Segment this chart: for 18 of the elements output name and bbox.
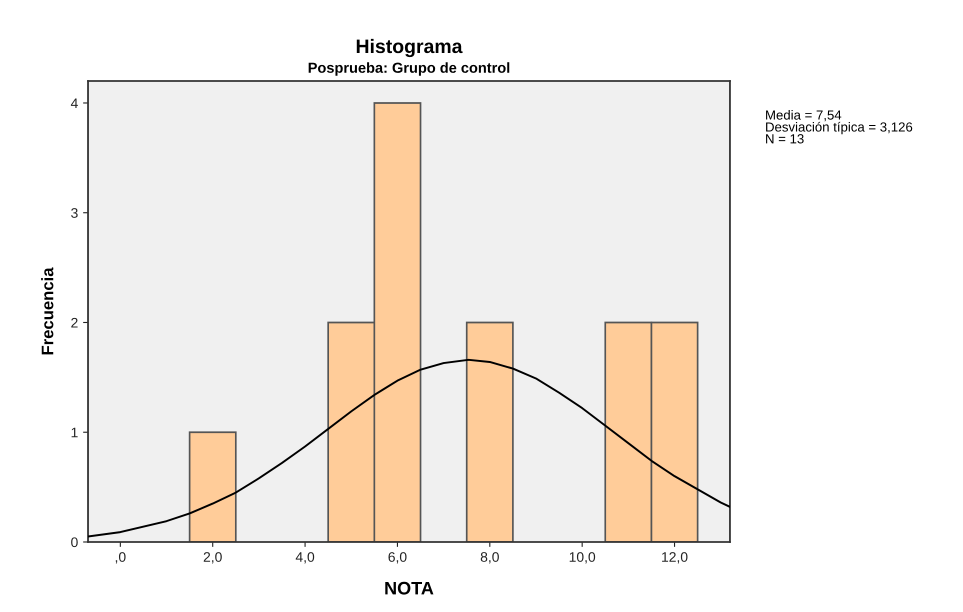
y-tick-label: 3: [71, 208, 78, 218]
x-tick-label: 2,0: [204, 552, 222, 564]
y-tick-label: 2: [71, 318, 78, 328]
y-tick-label: 4: [70, 98, 78, 108]
x-axis-title: NOTA: [385, 582, 434, 595]
x-tick-label: ,0: [116, 552, 126, 564]
x-tick-label: 6,0: [388, 552, 407, 564]
line-series: [88, 358, 730, 538]
x-tick-label: 8,0: [480, 552, 499, 564]
text: Media = 7,54 Desviación típica = 3,126 N = 13: [766, 110, 912, 144]
chart-title: Histograma: [356, 38, 463, 58]
y-tick-label: 1: [72, 428, 78, 438]
y-tick-label: 0: [71, 537, 78, 548]
y-axis-title: Frecuencia: [41, 267, 54, 354]
x-tick-label: 12,0: [662, 552, 688, 564]
x-tick-label: 10,0: [570, 552, 596, 564]
chart-subtitle: Posprueba: Grupo de control: [308, 62, 510, 76]
x-tick-label: 4,0: [296, 552, 314, 564]
